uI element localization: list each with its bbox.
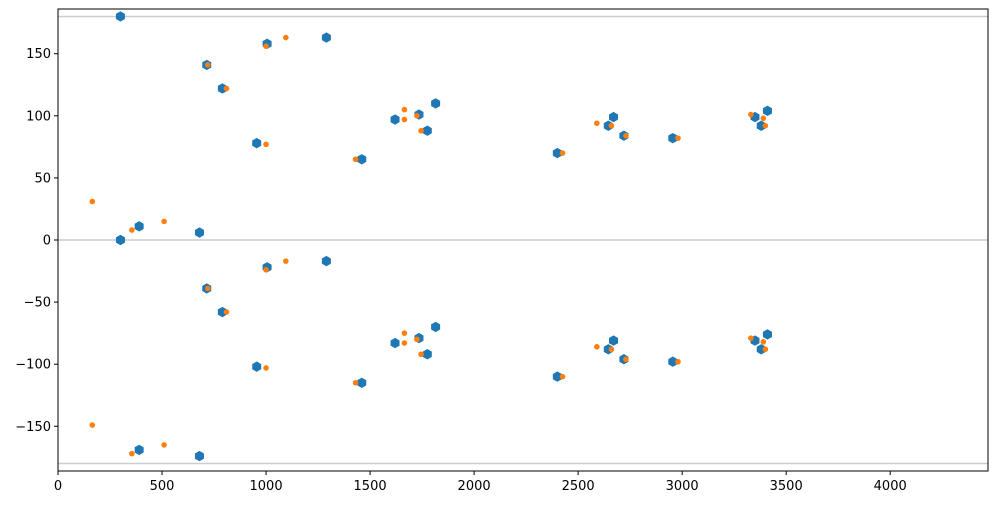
data-point <box>252 137 262 149</box>
data-point <box>115 11 125 22</box>
data-point <box>217 306 227 318</box>
data-point <box>390 114 400 125</box>
reference-lines <box>58 15 988 465</box>
data-point <box>431 321 441 333</box>
data-point <box>748 335 754 341</box>
data-point <box>675 135 681 141</box>
data-point <box>762 346 769 353</box>
data-point <box>89 198 96 205</box>
y-tick-label: −150 <box>15 420 51 435</box>
data-point <box>390 337 400 349</box>
data-point <box>756 120 766 131</box>
data-point <box>263 43 269 50</box>
data-point <box>401 340 408 346</box>
y-axis: −150 −100 −50 0 50 100 150 <box>15 47 58 435</box>
data-point <box>263 267 269 273</box>
y-tick-label: 50 <box>34 171 51 186</box>
data-point <box>321 32 331 43</box>
data-point <box>223 309 230 315</box>
data-point <box>609 335 619 346</box>
data-point <box>401 106 408 113</box>
data-points <box>89 11 772 462</box>
data-point <box>668 356 678 367</box>
data-point <box>194 227 204 238</box>
data-point <box>559 373 566 380</box>
data-point <box>422 125 432 136</box>
data-point <box>263 141 269 148</box>
y-tick-label: −100 <box>15 358 51 373</box>
data-point <box>414 336 420 343</box>
data-point <box>762 105 772 117</box>
data-point <box>414 113 420 119</box>
data-point <box>263 365 269 371</box>
x-tick-label: 500 <box>150 479 175 494</box>
data-point <box>252 361 262 372</box>
x-axis: 0 500 1000 1500 2000 2500 3000 3500 4000 <box>54 471 907 494</box>
data-point <box>161 442 167 448</box>
data-point <box>352 380 359 386</box>
data-point <box>217 83 227 94</box>
data-point <box>608 122 615 129</box>
data-point <box>161 218 167 225</box>
data-point <box>756 344 766 355</box>
y-tick-label: 0 <box>43 234 51 249</box>
data-point <box>89 422 96 428</box>
data-point <box>552 371 562 382</box>
x-tick-label: 4000 <box>874 479 907 494</box>
data-point <box>204 285 211 292</box>
data-point <box>134 221 144 232</box>
y-tick-label: −50 <box>24 296 51 311</box>
data-point <box>401 116 408 123</box>
data-point <box>223 85 230 92</box>
data-point <box>134 444 144 456</box>
x-tick-label: 0 <box>54 479 62 494</box>
data-point <box>608 346 615 353</box>
data-point <box>283 34 289 41</box>
x-tick-label: 3500 <box>770 479 803 494</box>
data-point <box>401 330 408 336</box>
data-point <box>115 234 125 246</box>
data-point <box>357 377 367 389</box>
data-point <box>418 127 424 134</box>
data-point <box>760 339 767 345</box>
series-1 <box>89 34 769 457</box>
data-point <box>357 154 367 165</box>
data-point <box>431 98 441 109</box>
data-point <box>594 344 600 350</box>
data-point <box>760 115 767 122</box>
data-point <box>552 147 562 159</box>
y-tick-label: 150 <box>26 47 51 62</box>
data-point <box>422 349 432 360</box>
x-tick-label: 1500 <box>354 479 387 494</box>
x-tick-label: 2500 <box>562 479 595 494</box>
data-point <box>668 132 678 144</box>
data-point <box>321 255 331 267</box>
data-point <box>352 156 359 163</box>
data-point <box>675 358 681 365</box>
x-tick-label: 1000 <box>250 479 283 494</box>
x-tick-label: 3000 <box>666 479 699 494</box>
x-tick-label: 2000 <box>458 479 491 494</box>
data-point <box>283 258 289 264</box>
y-tick-label: 100 <box>26 109 51 124</box>
data-point <box>762 329 772 340</box>
data-point <box>623 356 629 363</box>
data-point <box>609 111 619 123</box>
data-point <box>194 450 204 462</box>
data-point <box>418 351 424 358</box>
data-point <box>748 111 754 118</box>
data-point <box>762 122 769 129</box>
data-point <box>623 132 629 139</box>
data-point <box>204 62 211 68</box>
data-point <box>594 120 600 127</box>
data-point <box>559 150 566 156</box>
data-point <box>129 227 135 233</box>
data-point <box>129 450 135 457</box>
